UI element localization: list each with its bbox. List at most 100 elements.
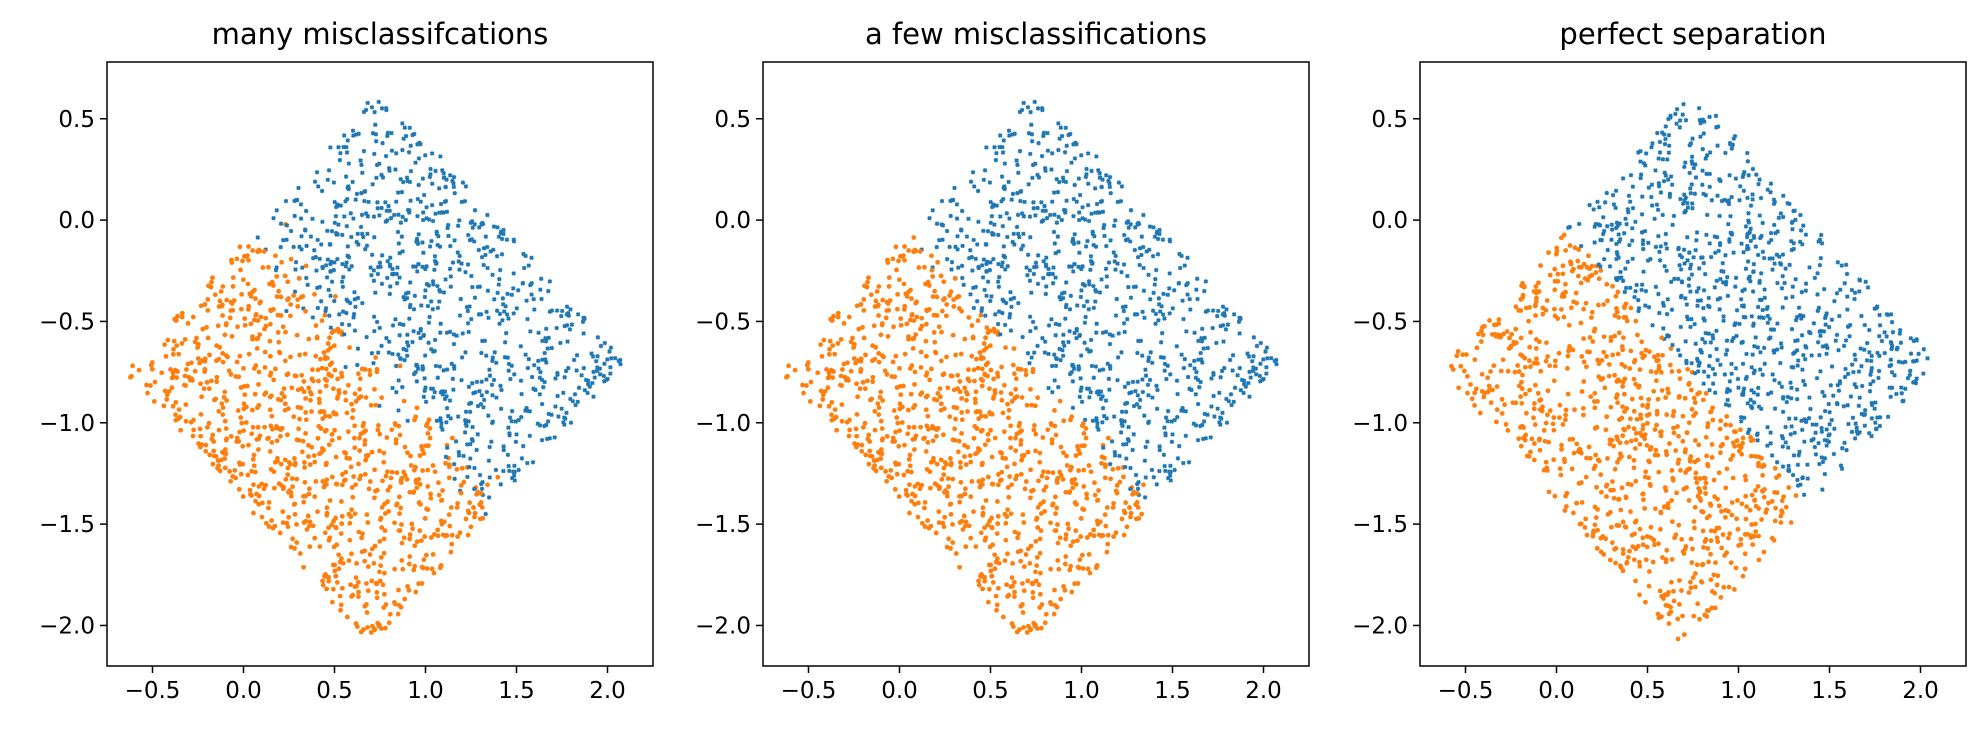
data-point-blue (518, 343, 524, 349)
data-point-orange (352, 584, 358, 590)
data-point-blue (984, 293, 989, 299)
data-point-orange (986, 586, 992, 592)
data-point-blue (1066, 339, 1071, 345)
data-point-orange (302, 479, 308, 485)
data-point-blue (1888, 311, 1894, 317)
data-point-orange (349, 485, 355, 490)
data-point-orange (203, 448, 209, 454)
data-point-blue (466, 384, 472, 390)
data-point-orange (958, 351, 964, 357)
data-point-blue (1227, 357, 1233, 363)
data-point-blue (1250, 365, 1256, 370)
data-point-orange (324, 505, 330, 511)
data-point-orange (985, 373, 990, 379)
data-point-blue (519, 456, 525, 461)
data-point-orange (818, 388, 824, 394)
data-point-blue (1137, 397, 1143, 403)
data-point-blue (1854, 425, 1860, 431)
data-point-orange (204, 324, 209, 330)
data-point-orange (1450, 367, 1456, 372)
data-point-orange (953, 352, 959, 358)
data-point-blue (348, 210, 354, 216)
data-point-orange (1604, 456, 1610, 461)
data-point-blue (451, 341, 457, 347)
data-point-orange (248, 321, 254, 327)
data-point-blue (1799, 427, 1805, 433)
data-point-orange (1627, 548, 1632, 554)
data-point-blue (592, 375, 598, 380)
data-point-orange (1500, 331, 1506, 337)
data-point-blue (1000, 223, 1006, 229)
data-point-blue (1145, 382, 1151, 388)
data-point-orange (288, 256, 294, 262)
data-point-orange (889, 374, 895, 379)
data-point-orange (941, 472, 947, 478)
data-point-blue (1778, 360, 1783, 366)
data-point-blue (1002, 161, 1008, 166)
data-point-orange (1585, 277, 1591, 283)
data-point-orange (297, 416, 302, 422)
data-point-blue (1166, 286, 1172, 291)
data-point-orange (1724, 466, 1730, 472)
data-point-blue (1062, 149, 1068, 155)
data-point-blue (1900, 398, 1905, 404)
data-point-orange (312, 535, 318, 541)
data-point-blue (475, 431, 481, 437)
data-point-blue (1126, 225, 1132, 231)
data-point-orange (1601, 334, 1607, 340)
data-point-orange (1574, 441, 1580, 447)
data-point-blue (1260, 357, 1266, 362)
data-point-orange (1592, 522, 1598, 528)
data-point-blue (1140, 389, 1146, 395)
data-point-blue (435, 283, 440, 289)
data-point-blue (1749, 314, 1755, 319)
data-point-blue (1685, 205, 1691, 210)
data-point-orange (932, 288, 938, 294)
data-point-orange (858, 369, 864, 375)
data-point-blue (1051, 229, 1057, 235)
data-point-orange (1023, 552, 1029, 557)
data-point-orange (144, 382, 149, 388)
data-point-blue (1115, 377, 1120, 383)
data-point-orange (1620, 383, 1626, 389)
data-point-orange (1040, 435, 1046, 440)
data-point-blue (1704, 171, 1709, 177)
data-point-blue (580, 319, 586, 325)
data-point-orange (970, 335, 976, 341)
data-point-orange (256, 381, 261, 387)
data-point-blue (433, 363, 439, 369)
data-point-blue (1089, 211, 1094, 217)
data-point-orange (480, 515, 486, 521)
data-point-blue (1815, 339, 1821, 345)
data-point-blue (354, 362, 360, 368)
data-point-orange (1039, 625, 1044, 631)
data-point-orange (402, 596, 408, 602)
data-point-orange (975, 365, 981, 371)
data-point-orange (1079, 552, 1085, 558)
data-point-blue (1578, 243, 1584, 249)
data-point-blue (1082, 320, 1088, 326)
data-point-orange (1635, 332, 1640, 338)
data-point-blue (987, 267, 993, 273)
data-point-orange (924, 466, 930, 472)
data-point-blue (533, 387, 538, 393)
data-point-blue (452, 190, 458, 196)
data-point-blue (955, 247, 960, 252)
data-point-orange (238, 471, 244, 477)
data-point-blue (559, 308, 565, 314)
data-point-orange (318, 450, 324, 456)
data-point-orange (1578, 320, 1584, 326)
data-point-blue (999, 264, 1005, 269)
data-point-blue (1113, 253, 1118, 259)
data-point-blue (1002, 267, 1008, 272)
data-point-orange (262, 365, 268, 370)
data-point-orange (897, 401, 903, 407)
data-point-orange (331, 544, 337, 550)
data-point-orange (862, 386, 868, 392)
data-point-blue (418, 335, 423, 341)
data-point-orange (1088, 531, 1093, 537)
data-point-orange (1688, 585, 1694, 591)
data-point-blue (390, 271, 396, 277)
data-point-orange (1699, 509, 1705, 514)
data-point-orange (436, 492, 442, 498)
